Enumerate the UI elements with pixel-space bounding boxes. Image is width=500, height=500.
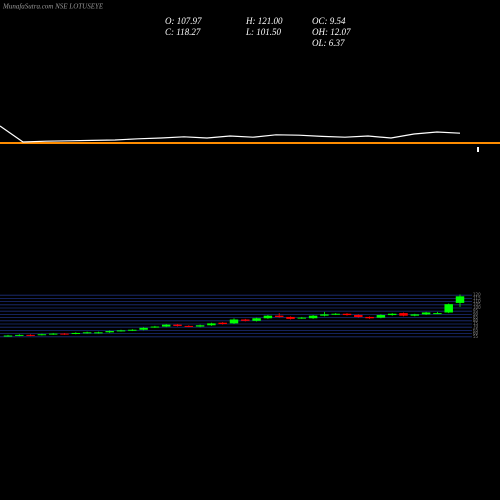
info-open: O: 107.97 <box>165 16 202 26</box>
candle-body <box>195 325 205 327</box>
candle-body <box>82 332 92 334</box>
info-oc: OC: 9.54 <box>312 16 346 26</box>
candle-body <box>274 315 284 317</box>
candle-body <box>286 316 295 319</box>
candle-body <box>150 326 160 328</box>
candle-body <box>421 312 431 315</box>
candle-body <box>26 334 35 336</box>
candle-body <box>207 323 216 326</box>
candle-body <box>60 333 69 335</box>
candle-body <box>229 319 239 324</box>
candle-body <box>433 313 442 315</box>
marker <box>477 147 479 152</box>
info-high: H: 121.00 <box>245 16 283 26</box>
chart-title: MunafaSutra.com NSE LOTUSEYE <box>2 3 104 11</box>
candle-body <box>105 331 114 333</box>
candle-body <box>48 333 58 335</box>
y-tick-label: 95 <box>473 308 479 313</box>
candle-body <box>455 296 465 303</box>
candle-body <box>37 334 47 336</box>
candle-body <box>128 329 137 331</box>
y-tick-label: 85 <box>473 315 479 320</box>
candle-body <box>71 332 81 334</box>
y-tick-label: 115 <box>473 295 481 300</box>
candle-body <box>354 315 363 317</box>
y-tick-label: 110 <box>473 299 481 304</box>
candle-body <box>387 313 397 316</box>
candle-body <box>297 317 307 319</box>
y-tick-label: 105 <box>473 302 481 307</box>
candle-body <box>15 334 24 336</box>
info-close: C: 118.27 <box>165 27 201 37</box>
candle-body <box>331 313 340 315</box>
candle-body <box>241 319 250 321</box>
candle-body <box>444 304 453 313</box>
candle-body <box>399 313 408 316</box>
candle-body <box>376 315 386 318</box>
candle-body <box>263 315 273 319</box>
y-tick-label: 90 <box>473 311 479 316</box>
candle-body <box>218 322 227 324</box>
candle-body <box>139 327 148 330</box>
candle-body <box>161 324 171 327</box>
info-oh: OH: 12.07 <box>312 27 351 37</box>
y-tick-label: 75 <box>473 321 479 326</box>
y-tick-label: 60 <box>473 331 479 336</box>
y-tick-label: 80 <box>473 318 479 323</box>
candle-body <box>320 314 329 316</box>
y-tick-label: 120 <box>473 292 481 297</box>
candle-body <box>252 318 261 321</box>
candle-body <box>342 313 352 316</box>
candle-body <box>116 330 126 332</box>
info-ol: OL: 6.37 <box>312 38 345 48</box>
candle-body <box>173 324 182 326</box>
candle-body <box>365 316 374 319</box>
y-tick-label: 70 <box>473 324 479 329</box>
y-tick-label: 55 <box>473 334 479 339</box>
candle-body <box>184 325 194 327</box>
candle-body <box>410 314 420 316</box>
candle-body <box>308 315 318 319</box>
candle-body <box>3 335 13 337</box>
indicator-line <box>0 125 461 143</box>
y-tick-label: 65 <box>473 327 479 332</box>
y-tick-label: 100 <box>473 305 481 310</box>
candle-body <box>94 332 103 334</box>
info-low: L: 101.50 <box>245 27 282 37</box>
